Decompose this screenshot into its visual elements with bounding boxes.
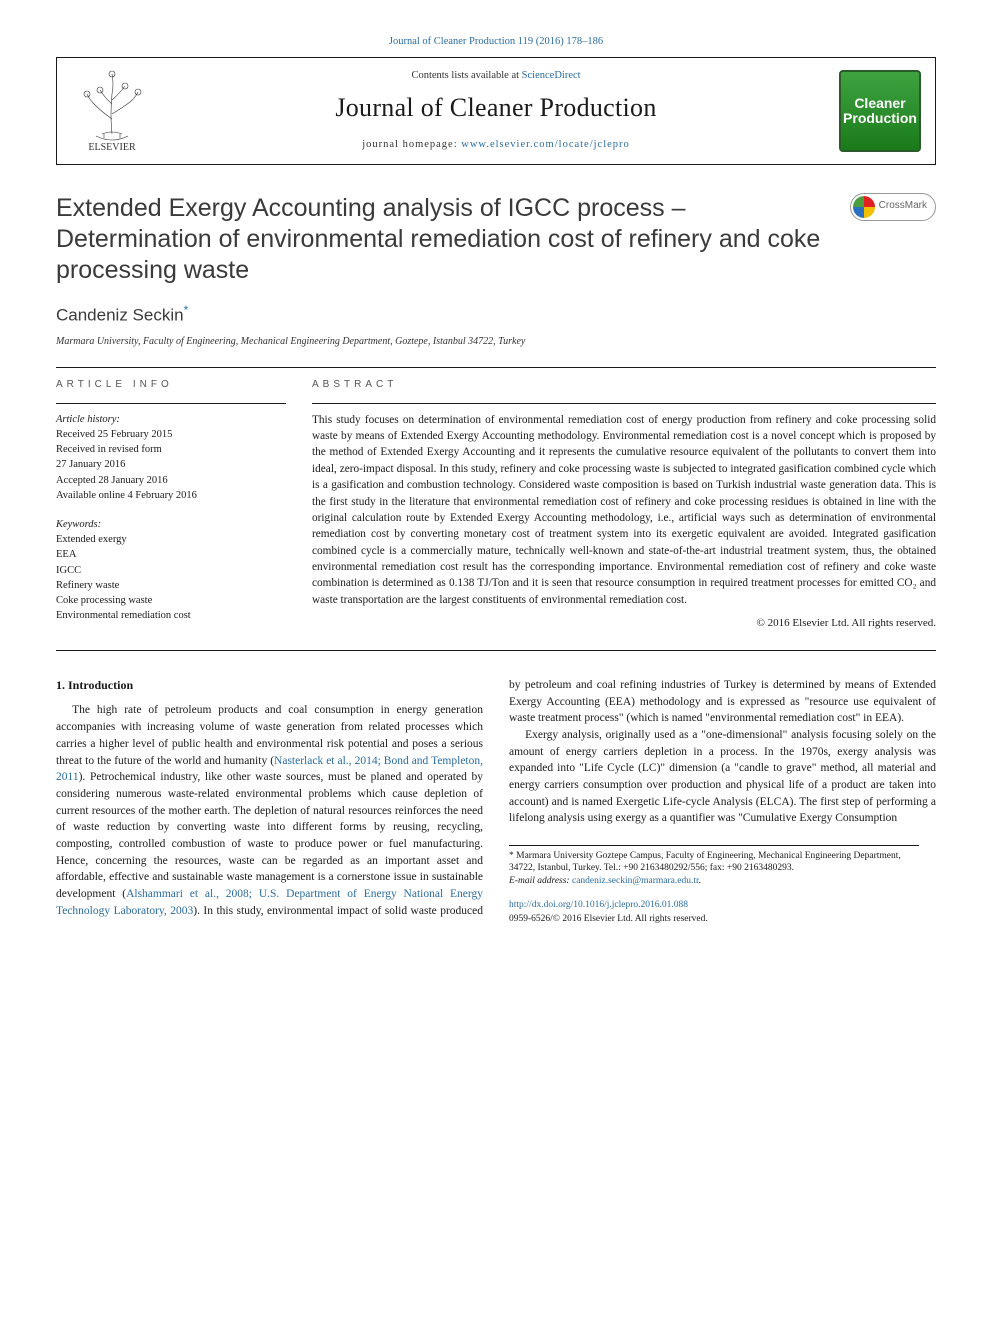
divider-info — [56, 403, 286, 404]
issn-copyright: 0959-6526/© 2016 Elsevier Ltd. All right… — [509, 913, 936, 927]
abstract-text: This study focuses on determination of e… — [312, 412, 936, 609]
email-link[interactable]: candeniz.seckin@marmara.edu.tr — [572, 876, 699, 886]
body-paragraph-2: Exergy analysis, originally used as a "o… — [509, 727, 936, 827]
article-history-label: Article history: — [56, 412, 286, 427]
logo-line-2: Production — [843, 111, 917, 126]
doi-link[interactable]: http://dx.doi.org/10.1016/j.jclepro.2016… — [509, 900, 688, 910]
abstract-copyright: © 2016 Elsevier Ltd. All rights reserved… — [312, 616, 936, 632]
sciencedirect-link[interactable]: ScienceDirect — [522, 70, 581, 81]
keywords-label: Keywords: — [56, 517, 286, 532]
section-number: 1. — [56, 678, 65, 692]
keyword: Coke processing waste — [56, 593, 286, 608]
keyword: IGCC — [56, 563, 286, 578]
author-text: Candeniz Seckin — [56, 306, 184, 325]
homepage-prefix: journal homepage: — [362, 139, 461, 150]
section-heading: 1. Introduction — [56, 677, 483, 694]
elsevier-wordmark: ELSEVIER — [88, 142, 136, 152]
keyword: Refinery waste — [56, 578, 286, 593]
history-line: Available online 4 February 2016 — [56, 488, 286, 503]
crossmark-label: CrossMark — [879, 199, 927, 214]
journal-reference: Journal of Cleaner Production 119 (2016)… — [56, 34, 936, 49]
corresponding-footnote: * Marmara University Goztepe Campus, Fac… — [509, 850, 919, 875]
journal-header-box: ELSEVIER Contents lists available at Sci… — [56, 57, 936, 164]
keyword: EEA — [56, 547, 286, 562]
abstract-heading: ABSTRACT — [312, 378, 936, 393]
journal-homepage-link[interactable]: www.elsevier.com/locate/jclepro — [461, 139, 630, 150]
divider-abstract — [312, 403, 936, 404]
history-line: Accepted 28 January 2016 — [56, 473, 286, 488]
doi-block: http://dx.doi.org/10.1016/j.jclepro.2016… — [509, 899, 936, 927]
jcp-logo-cell: Cleaner Production — [825, 58, 935, 163]
footnote-block: * Marmara University Goztepe Campus, Fac… — [509, 845, 919, 887]
crossmark-icon — [853, 196, 875, 218]
section-title-text: Introduction — [68, 678, 133, 692]
divider-bottom — [56, 650, 936, 651]
email-footnote: E-mail address: candeniz.seckin@marmara.… — [509, 875, 919, 887]
crossmark-badge[interactable]: CrossMark — [850, 193, 936, 221]
history-line: Received 25 February 2015 — [56, 427, 286, 442]
para-text: ). Petrochemical industry, like other wa… — [56, 771, 483, 900]
article-info-heading: ARTICLE INFO — [56, 378, 286, 393]
divider-top — [56, 367, 936, 368]
keyword: Extended exergy — [56, 532, 286, 547]
article-title: Extended Exergy Accounting analysis of I… — [56, 193, 838, 287]
crossmark-cell: CrossMark — [838, 193, 936, 221]
cleaner-production-logo-icon: Cleaner Production — [839, 70, 921, 152]
author-name: Candeniz Seckin* — [56, 302, 936, 328]
elsevier-tree-icon: ELSEVIER — [72, 64, 152, 157]
corresponding-author-marker: * — [184, 303, 189, 317]
email-label: E-mail address: — [509, 876, 570, 886]
contents-lists-line: Contents lists available at ScienceDirec… — [175, 68, 817, 83]
logo-line-1: Cleaner — [854, 96, 905, 111]
contents-prefix: Contents lists available at — [411, 70, 521, 81]
journal-homepage-line: journal homepage: www.elsevier.com/locat… — [175, 137, 817, 152]
elsevier-logo-cell: ELSEVIER — [57, 58, 167, 163]
history-line: 27 January 2016 — [56, 457, 286, 472]
journal-name: Journal of Cleaner Production — [175, 89, 817, 127]
email-suffix: . — [699, 876, 701, 886]
keyword: Environmental remediation cost — [56, 608, 286, 623]
author-affiliation: Marmara University, Faculty of Engineeri… — [56, 335, 936, 350]
history-line: Received in revised form — [56, 442, 286, 457]
